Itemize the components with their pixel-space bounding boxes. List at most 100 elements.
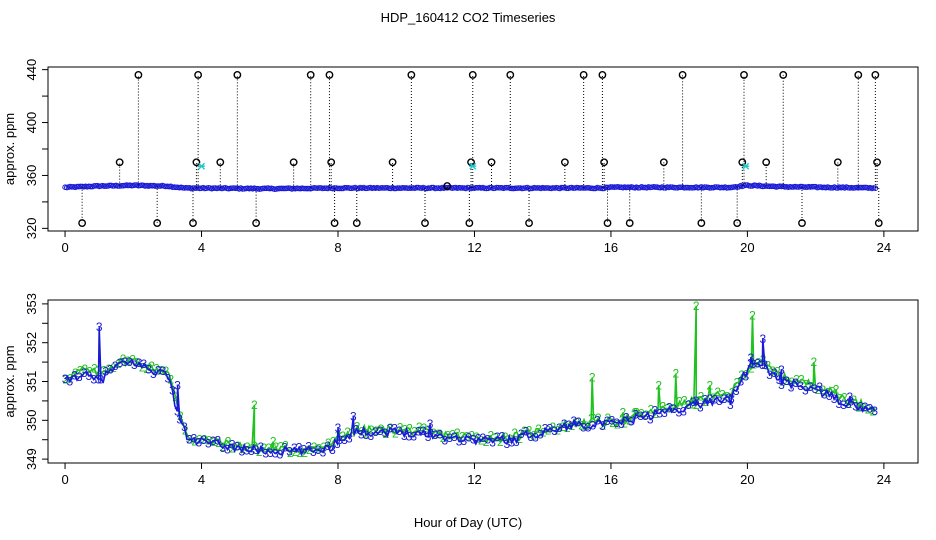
- bottom-series-2-point: 2: [626, 414, 633, 428]
- top-outlier-point: [625, 219, 634, 227]
- top-blue-point: [584, 185, 590, 191]
- bottom-series-2-point: 2: [225, 435, 232, 449]
- bottom-series-2-point: 2: [77, 363, 84, 377]
- bottom-series-3-point: 3: [174, 378, 181, 392]
- bottom-series-2-point: 2: [344, 425, 351, 439]
- bottom-series-3-point: 3: [224, 443, 231, 457]
- bottom-series-2-point: 2: [855, 400, 862, 414]
- bottom-series-2-point: 2: [774, 365, 781, 379]
- top-blue-point: [321, 185, 328, 191]
- bottom-series-3-point: 3: [363, 428, 370, 442]
- top-blue-point: [811, 183, 817, 190]
- bottom-series-3-point: 3: [599, 419, 606, 433]
- top-blue-point: [87, 183, 94, 190]
- bottom-series-2-point: 2: [459, 430, 466, 444]
- bottom-series-3-point: 3: [465, 431, 472, 445]
- bottom-series-2-point: 2: [445, 429, 452, 443]
- bottom-series-3-point: 3: [164, 372, 171, 386]
- bottom-series-2-point: 2: [296, 446, 303, 460]
- bottom-series-3-point: 3: [102, 365, 109, 379]
- top-blue-point: [497, 185, 503, 191]
- bottom-series-3-line: [64, 327, 876, 457]
- bottom-series-3-point: 3: [680, 405, 687, 419]
- top-x-tick-label: 4: [198, 240, 205, 255]
- bottom-series-3-point: 3: [329, 443, 336, 457]
- top-y-tick-label: 440: [24, 59, 39, 81]
- bottom-series-3-point: 3: [136, 356, 143, 370]
- bottom-series-3-point: 3: [788, 381, 795, 395]
- bottom-series-3-point: 3: [305, 440, 312, 454]
- top-outlier-point: [233, 71, 242, 79]
- bottom-series-3-point: 3: [750, 357, 757, 371]
- bottom-series-3-point: 3: [391, 422, 398, 436]
- bottom-series-3-point: 3: [812, 382, 819, 396]
- bottom-series-2-point: 2: [86, 364, 93, 378]
- top-blue-point: [609, 184, 616, 190]
- bottom-series-3-point: 3: [628, 414, 635, 428]
- bottom-series-3-point: 3: [727, 398, 734, 412]
- bottom-x-tick-label: 4: [198, 472, 205, 487]
- x-axis-label: Hour of Day (UTC): [414, 515, 522, 530]
- bottom-series-2-point: 2: [134, 355, 141, 369]
- bottom-series-3-point: 3: [475, 431, 482, 445]
- bottom-series-2-point: 2: [749, 309, 756, 323]
- bottom-series-3-point: 3: [759, 358, 766, 372]
- top-blue-point: [766, 183, 773, 190]
- top-outlier-point: [468, 71, 477, 79]
- bottom-series-3-point: 3: [145, 363, 152, 377]
- top-blue-point: [604, 184, 611, 191]
- top-blue-point: [343, 185, 350, 191]
- bottom-series-2-point: 2: [672, 367, 679, 381]
- top-outlier-point: [678, 71, 687, 79]
- bottom-series-2-point: 2: [339, 429, 346, 443]
- bottom-series-3-point: 3: [797, 379, 804, 393]
- bottom-series-2-point: 2: [710, 391, 717, 405]
- bottom-series-2-point: 2: [707, 378, 714, 392]
- top-blue-point: [872, 185, 879, 191]
- bottom-series-3-point: 3: [401, 429, 408, 443]
- bottom-series-3-point: 3: [618, 417, 625, 431]
- top-outlier-point: [560, 158, 569, 167]
- bottom-y-tick-label: 353: [24, 293, 39, 315]
- bottom-series-3-point: 3: [840, 398, 847, 412]
- bottom-series-2-point: 2: [609, 416, 616, 430]
- bottom-series-2-point: 2: [614, 417, 621, 431]
- bottom-series-3-point: 3: [406, 430, 413, 444]
- top-outlier-point: [330, 219, 339, 227]
- bottom-series-2-point: 2: [105, 362, 112, 376]
- top-blue-point: [77, 183, 84, 190]
- bottom-series-3-point: 3: [98, 372, 105, 386]
- bottom-series-2-point: 2: [91, 362, 98, 376]
- bottom-series-2-point: 2: [148, 359, 155, 373]
- top-panel: 0 4 8 12 16 20 24 320 360 400 440 approx. ppm: [2, 59, 919, 255]
- bottom-series-3-point: 3: [693, 394, 700, 408]
- top-outlier-point: [388, 158, 397, 167]
- bottom-series-2-point: 2: [659, 399, 666, 413]
- bottom-series-3-point: 3: [532, 430, 539, 444]
- bottom-series-3-point: 3: [642, 409, 649, 423]
- bottom-series-2-point: 2: [690, 397, 697, 411]
- bottom-series-3-point: 3: [470, 433, 477, 447]
- top-outlier-point: [873, 158, 881, 167]
- top-blue-point: [802, 184, 809, 190]
- bottom-series-3-point: 3: [191, 431, 198, 445]
- bottom-series-2-point: 2: [492, 431, 499, 445]
- top-outlier-point: [854, 71, 863, 79]
- bottom-series-3-point: 3: [267, 446, 274, 460]
- bottom-series-3-point: 3: [518, 427, 525, 441]
- bottom-series-2-point: 2: [497, 435, 504, 449]
- top-x-tick-label: 16: [604, 240, 618, 255]
- bottom-series-3-point: 3: [754, 357, 761, 371]
- top-blue-point: [708, 184, 715, 191]
- bottom-series-3-point: 3: [671, 402, 678, 416]
- bottom-series-3-point: 3: [728, 392, 735, 406]
- bottom-series-3-point: 3: [778, 363, 785, 377]
- top-outlier-point: [525, 219, 533, 227]
- bottom-series-3-point: 3: [215, 434, 222, 448]
- top-blue-point: [458, 185, 464, 191]
- bottom-series-2-point: 2: [765, 358, 772, 372]
- top-blue-point: [338, 185, 345, 192]
- bottom-series-2-point: 2: [124, 354, 131, 368]
- bottom-series-3-point: 3: [575, 415, 582, 429]
- bottom-series-3-point: 3: [126, 355, 133, 369]
